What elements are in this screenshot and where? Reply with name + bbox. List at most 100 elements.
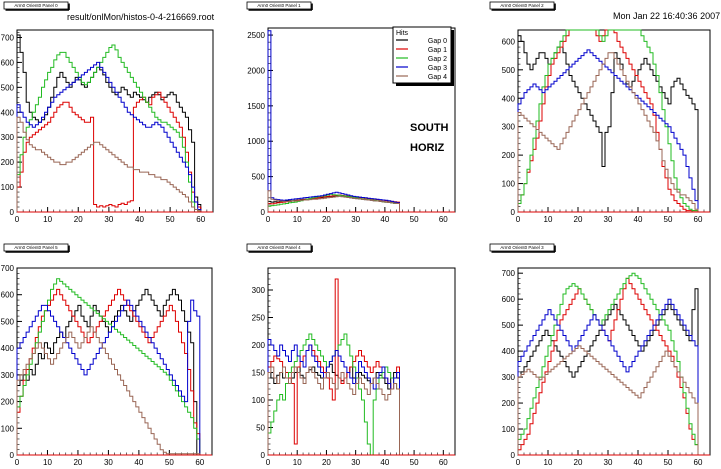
pad-frame (517, 267, 711, 456)
pad-title-box (246, 243, 312, 252)
x-tick-label: 20 (322, 215, 331, 224)
x-tick-label: 20 (73, 458, 82, 467)
y-tick-label: 2500 (247, 31, 265, 40)
pad-5: 0 100 200 300 400 500 600 700 0 10 20 30 40 50 60 Arm0 … (489, 243, 711, 467)
date-label: Mon Jan 22 16:40:36 2007 (613, 11, 721, 21)
y-tick-label: 700 (502, 269, 516, 278)
legend-entry: Gap 2 (428, 56, 447, 63)
x-tick-label: 30 (604, 215, 613, 224)
y-tick-label: 0 (511, 208, 516, 217)
y-tick-label: 600 (502, 295, 516, 304)
y-tick-label: 200 (252, 341, 266, 350)
x-tick-label: 50 (410, 215, 419, 224)
y-tick-label: 500 (1, 83, 15, 92)
y-tick-label: 400 (502, 94, 516, 103)
x-tick-label: 20 (574, 215, 583, 224)
x-tick-label: 60 (195, 458, 204, 467)
x-tick-label: 40 (380, 458, 389, 467)
y-tick-label: 1000 (247, 137, 265, 146)
y-tick-label: 700 (1, 264, 15, 273)
annotation-horiz: HORIZ (410, 142, 445, 154)
x-tick-label: 0 (15, 458, 20, 467)
histogram-series-gap4 (16, 326, 201, 455)
file-label: result/onlMon/histos-0-4-216669.root (67, 12, 215, 22)
histogram-series-gap2 (16, 44, 202, 212)
y-tick-label: 100 (1, 183, 15, 192)
y-tick-label: 0 (511, 451, 516, 460)
histogram-series-gap2 (517, 272, 699, 455)
pad-title: Arm0 Orient0 Panel 0 (14, 3, 58, 8)
y-tick-label: 300 (252, 286, 266, 295)
x-tick-label: 0 (266, 215, 271, 224)
x-tick-label: 0 (266, 458, 271, 467)
x-tick-label: 50 (166, 215, 175, 224)
x-tick-label: 30 (351, 458, 360, 467)
y-tick-label: 700 (1, 33, 15, 42)
y-tick-label: 300 (1, 371, 15, 380)
x-tick-label: 10 (43, 458, 52, 467)
x-tick-label: 10 (544, 215, 553, 224)
pad-3: 0 100 200 300 400 500 600 700 0 10 20 30 40 50 60 Arm0 … (1, 243, 213, 467)
y-tick-label: 300 (1, 133, 15, 142)
x-tick-label: 60 (196, 215, 205, 224)
histogram-series-gap4 (267, 190, 400, 212)
x-tick-label: 40 (135, 215, 144, 224)
y-tick-label: 150 (252, 369, 266, 378)
x-tick-label: 60 (694, 458, 703, 467)
x-tick-label: 60 (439, 215, 448, 224)
pad-title-box (246, 1, 312, 10)
pad-title-box (3, 243, 69, 252)
x-tick-label: 20 (322, 458, 331, 467)
y-tick-label: 200 (502, 151, 516, 160)
x-tick-label: 60 (694, 215, 703, 224)
legend-box (392, 26, 452, 84)
y-tick-label: 50 (256, 424, 265, 433)
pad-frame (16, 29, 214, 213)
histogram-series-gap3 (16, 61, 202, 212)
y-tick-label: 200 (1, 398, 15, 407)
y-tick-label: 600 (502, 37, 516, 46)
y-tick-label: 500 (502, 66, 516, 75)
y-tick-label: 400 (1, 344, 15, 353)
y-tick-label: 600 (1, 58, 15, 67)
histogram-series-gap0 (16, 34, 202, 212)
x-tick-label: 30 (104, 458, 113, 467)
x-tick-label: 50 (664, 458, 673, 467)
y-tick-label: 300 (502, 123, 516, 132)
x-tick-label: 10 (544, 458, 553, 467)
annotation-south: SOUTH (410, 122, 449, 134)
histogram-series-gap0 (517, 288, 699, 455)
y-tick-label: 2000 (247, 66, 265, 75)
histogram-series-gap0 (16, 288, 200, 456)
y-tick-label: 400 (1, 108, 15, 117)
y-tick-label: 0 (10, 451, 15, 460)
y-tick-label: 300 (502, 373, 516, 382)
pad-title-box (489, 243, 555, 252)
x-tick-label: 10 (43, 215, 52, 224)
histogram-series-gap3 (16, 299, 201, 455)
histogram-series-gap1 (267, 278, 400, 455)
x-tick-label: 50 (165, 458, 174, 467)
x-tick-label: 10 (293, 458, 302, 467)
histogram-series-gap4 (517, 52, 699, 212)
y-tick-label: 250 (252, 314, 266, 323)
x-tick-label: 20 (74, 215, 83, 224)
y-tick-label: 500 (1, 317, 15, 326)
x-tick-label: 30 (604, 458, 613, 467)
y-tick-label: 100 (252, 396, 266, 405)
y-tick-label: 100 (1, 424, 15, 433)
histogram-series-gap4 (16, 116, 202, 212)
x-tick-label: 10 (293, 215, 302, 224)
y-tick-label: 100 (502, 180, 516, 189)
x-tick-label: 30 (104, 215, 113, 224)
y-tick-label: 500 (502, 321, 516, 330)
pad-title-box (489, 1, 555, 10)
pad-2: 0 100 200 300 400 500 600 0 10 20 30 40 50 60 Arm0 Ori… (489, 1, 711, 224)
y-tick-label: 0 (10, 208, 15, 217)
legend-entry: Gap 0 (428, 38, 447, 45)
histogram-series-gap3 (267, 30, 400, 212)
histogram-series-gap3 (517, 298, 699, 455)
pad-title: Arm0 Orient0 Panel 3 (500, 245, 544, 250)
